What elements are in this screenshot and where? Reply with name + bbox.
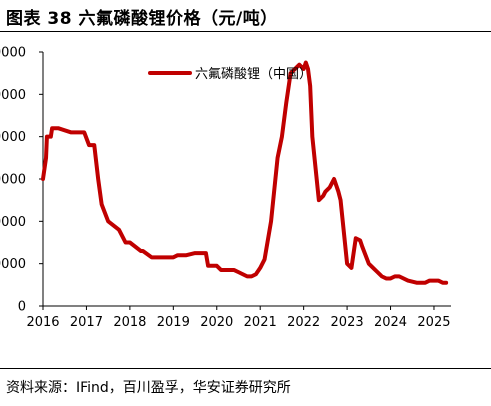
x-tick-label: 2025 bbox=[417, 315, 450, 330]
y-tick-label: 500000 bbox=[0, 88, 26, 103]
legend: 六氟磷酸锂（中国） bbox=[148, 67, 312, 82]
title-rule bbox=[0, 31, 491, 32]
price-line-chart: 0 100000 200000 300000 400000 500000 600000 20… bbox=[0, 46, 451, 330]
x-tick-label: 2018 bbox=[113, 315, 146, 330]
x-tick-label: 2021 bbox=[244, 315, 277, 330]
x-tick-label: 2023 bbox=[331, 315, 364, 330]
legend-label: 六氟磷酸锂（中国） bbox=[195, 67, 312, 82]
y-tick-label: 0 bbox=[18, 300, 26, 315]
chart-title: 图表 38 六氟磷酸锂价格（元/吨） bbox=[6, 9, 278, 29]
x-tick-label: 2022 bbox=[287, 315, 320, 330]
y-tick-label: 400000 bbox=[0, 130, 26, 145]
y-tick-label: 600000 bbox=[0, 46, 26, 61]
x-tick-label: 2016 bbox=[26, 315, 59, 330]
source-note: 资料来源：IFind，百川盈孚，华安证券研究所 bbox=[6, 380, 291, 396]
series-line-0 bbox=[41, 60, 449, 285]
x-tick-label: 2019 bbox=[157, 315, 190, 330]
y-tick-label: 200000 bbox=[0, 215, 26, 230]
x-tick-label: 2024 bbox=[374, 315, 407, 330]
source-rule bbox=[0, 368, 491, 369]
y-tick-label: 100000 bbox=[0, 257, 26, 272]
axes bbox=[39, 51, 451, 310]
series-layer bbox=[41, 60, 449, 285]
x-tick-labels: 2016 2017 2018 2019 2020 2021 2022 2023 2024 2025 bbox=[26, 315, 450, 330]
x-tick-label: 2017 bbox=[70, 315, 103, 330]
x-tick-label: 2020 bbox=[200, 315, 233, 330]
y-tick-label: 300000 bbox=[0, 173, 26, 188]
y-tick-labels: 0 100000 200000 300000 400000 500000 600000 bbox=[0, 46, 26, 315]
